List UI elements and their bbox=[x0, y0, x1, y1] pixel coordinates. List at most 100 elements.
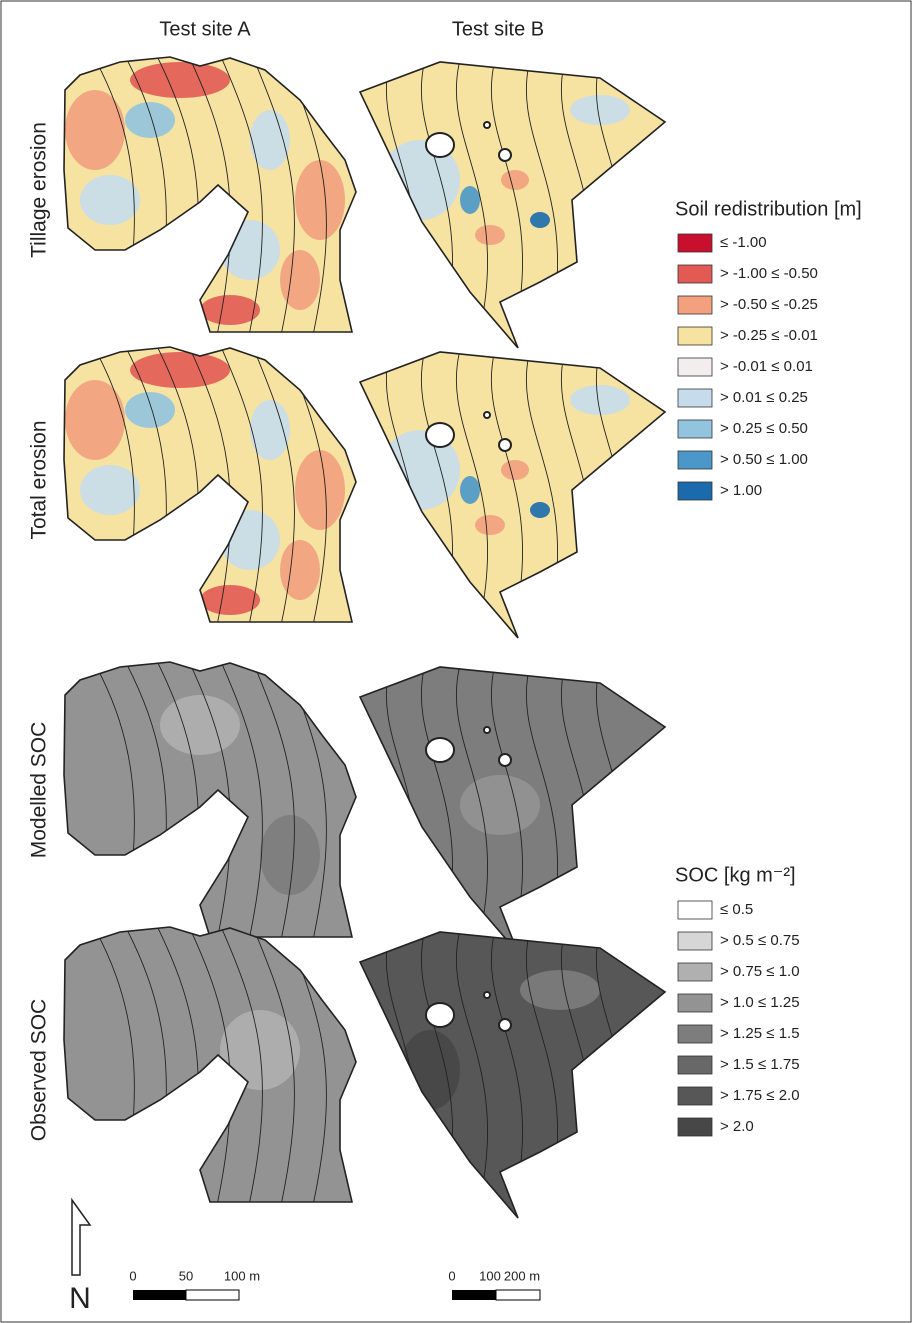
legend-swatch bbox=[677, 962, 713, 982]
contour bbox=[217, 927, 263, 1202]
legend-label: > 0.25 ≤ 0.50 bbox=[720, 420, 808, 437]
map-patch bbox=[460, 186, 480, 214]
map-hole bbox=[425, 737, 455, 763]
legend-swatch bbox=[677, 357, 713, 377]
map-hole bbox=[425, 1002, 455, 1028]
map-patch bbox=[260, 815, 320, 895]
contour bbox=[455, 352, 488, 621]
legend-label: > 0.5 ≤ 0.75 bbox=[720, 932, 800, 949]
map-patch bbox=[570, 95, 630, 125]
map-patch bbox=[530, 212, 550, 228]
contour bbox=[217, 347, 263, 622]
scale-label: 100 m bbox=[224, 1268, 260, 1283]
legend-label: > 1.00 bbox=[720, 482, 762, 499]
map-patch bbox=[160, 695, 240, 755]
contour bbox=[185, 57, 231, 332]
legend-swatch bbox=[677, 1024, 713, 1044]
row-label: Observed SOC bbox=[28, 999, 51, 1141]
map-patch bbox=[130, 62, 230, 98]
contour bbox=[185, 347, 231, 622]
contour bbox=[249, 57, 295, 332]
contour bbox=[217, 57, 263, 332]
legend-swatch bbox=[677, 931, 713, 951]
map-patch bbox=[250, 110, 290, 170]
column-title: Test site B bbox=[452, 18, 544, 40]
map-patch bbox=[460, 476, 480, 504]
map-outline bbox=[63, 56, 357, 333]
scale-bar bbox=[495, 1289, 541, 1301]
map-patch bbox=[530, 502, 550, 518]
scale-label: 200 m bbox=[504, 1268, 540, 1283]
column-title: Test site A bbox=[159, 18, 251, 40]
row-label: Tillage erosion bbox=[28, 122, 51, 258]
legend-label: > 0.75 ≤ 1.0 bbox=[720, 963, 800, 980]
north-label: N bbox=[69, 1282, 91, 1315]
legend-swatch bbox=[677, 1055, 713, 1075]
map-hole bbox=[425, 132, 455, 158]
legend-label: > -0.50 ≤ -0.25 bbox=[720, 296, 818, 313]
map-patch bbox=[475, 515, 505, 535]
legend-swatch bbox=[677, 481, 713, 501]
scale-bar bbox=[133, 1290, 186, 1300]
map-outline bbox=[63, 661, 357, 938]
scale-label: 100 bbox=[479, 1268, 501, 1283]
contour bbox=[185, 662, 231, 937]
legend-swatch bbox=[677, 1086, 713, 1106]
legend-label: > 1.75 ≤ 2.0 bbox=[720, 1087, 800, 1104]
legend-swatch bbox=[677, 450, 713, 470]
map-patch bbox=[460, 775, 540, 835]
legend-swatch bbox=[677, 993, 713, 1013]
legend-label: > 0.01 ≤ 0.25 bbox=[720, 389, 808, 406]
legend-label: > 1.25 ≤ 1.5 bbox=[720, 1025, 800, 1042]
map-hole bbox=[498, 148, 512, 162]
map-patch bbox=[280, 540, 320, 600]
map-patch bbox=[125, 392, 175, 428]
map-hole bbox=[483, 121, 491, 129]
legend-label: > 2.0 bbox=[720, 1118, 754, 1135]
contour bbox=[455, 667, 488, 936]
north-arrow bbox=[71, 1197, 92, 1276]
map-outline bbox=[358, 61, 667, 349]
map-outline bbox=[358, 666, 667, 954]
legend-title: SOC [kg m⁻²] bbox=[675, 864, 796, 886]
legend-swatch bbox=[677, 900, 713, 920]
map-hole bbox=[498, 1018, 512, 1032]
map-patch bbox=[570, 385, 630, 415]
map-patch bbox=[130, 352, 230, 388]
row-label: Total erosion bbox=[28, 420, 51, 539]
contour bbox=[455, 62, 488, 331]
map-patch bbox=[65, 90, 125, 170]
contour bbox=[249, 927, 295, 1202]
scale-bar bbox=[452, 1290, 496, 1300]
map-patch bbox=[80, 175, 140, 225]
map-hole bbox=[425, 422, 455, 448]
legend-swatch bbox=[677, 388, 713, 408]
contour bbox=[490, 62, 523, 331]
scale-label: 0 bbox=[448, 1268, 455, 1283]
map-patch bbox=[501, 170, 529, 190]
legend-label: > 1.5 ≤ 1.75 bbox=[720, 1056, 800, 1073]
map-patch bbox=[295, 160, 345, 240]
contour bbox=[249, 347, 295, 622]
map-hole bbox=[483, 726, 491, 734]
map-hole bbox=[483, 991, 491, 999]
map-patch bbox=[250, 400, 290, 460]
map-hole bbox=[498, 438, 512, 452]
contour bbox=[490, 932, 523, 1201]
legend-label: ≤ 0.5 bbox=[720, 901, 753, 918]
map-patch bbox=[200, 295, 260, 325]
map-patch bbox=[475, 225, 505, 245]
contour bbox=[490, 667, 523, 936]
map-patch bbox=[280, 250, 320, 310]
map-patch bbox=[501, 460, 529, 480]
legend-swatch bbox=[677, 295, 713, 315]
scale-label: 0 bbox=[129, 1268, 136, 1283]
map-outline bbox=[358, 351, 667, 639]
legend-label: > -0.01 ≤ 0.01 bbox=[720, 358, 813, 375]
map-outline bbox=[63, 926, 357, 1203]
map-patch bbox=[125, 102, 175, 138]
legend-label: > 1.0 ≤ 1.25 bbox=[720, 994, 800, 1011]
map-patch bbox=[65, 380, 125, 460]
row-label: Modelled SOC bbox=[28, 722, 51, 859]
